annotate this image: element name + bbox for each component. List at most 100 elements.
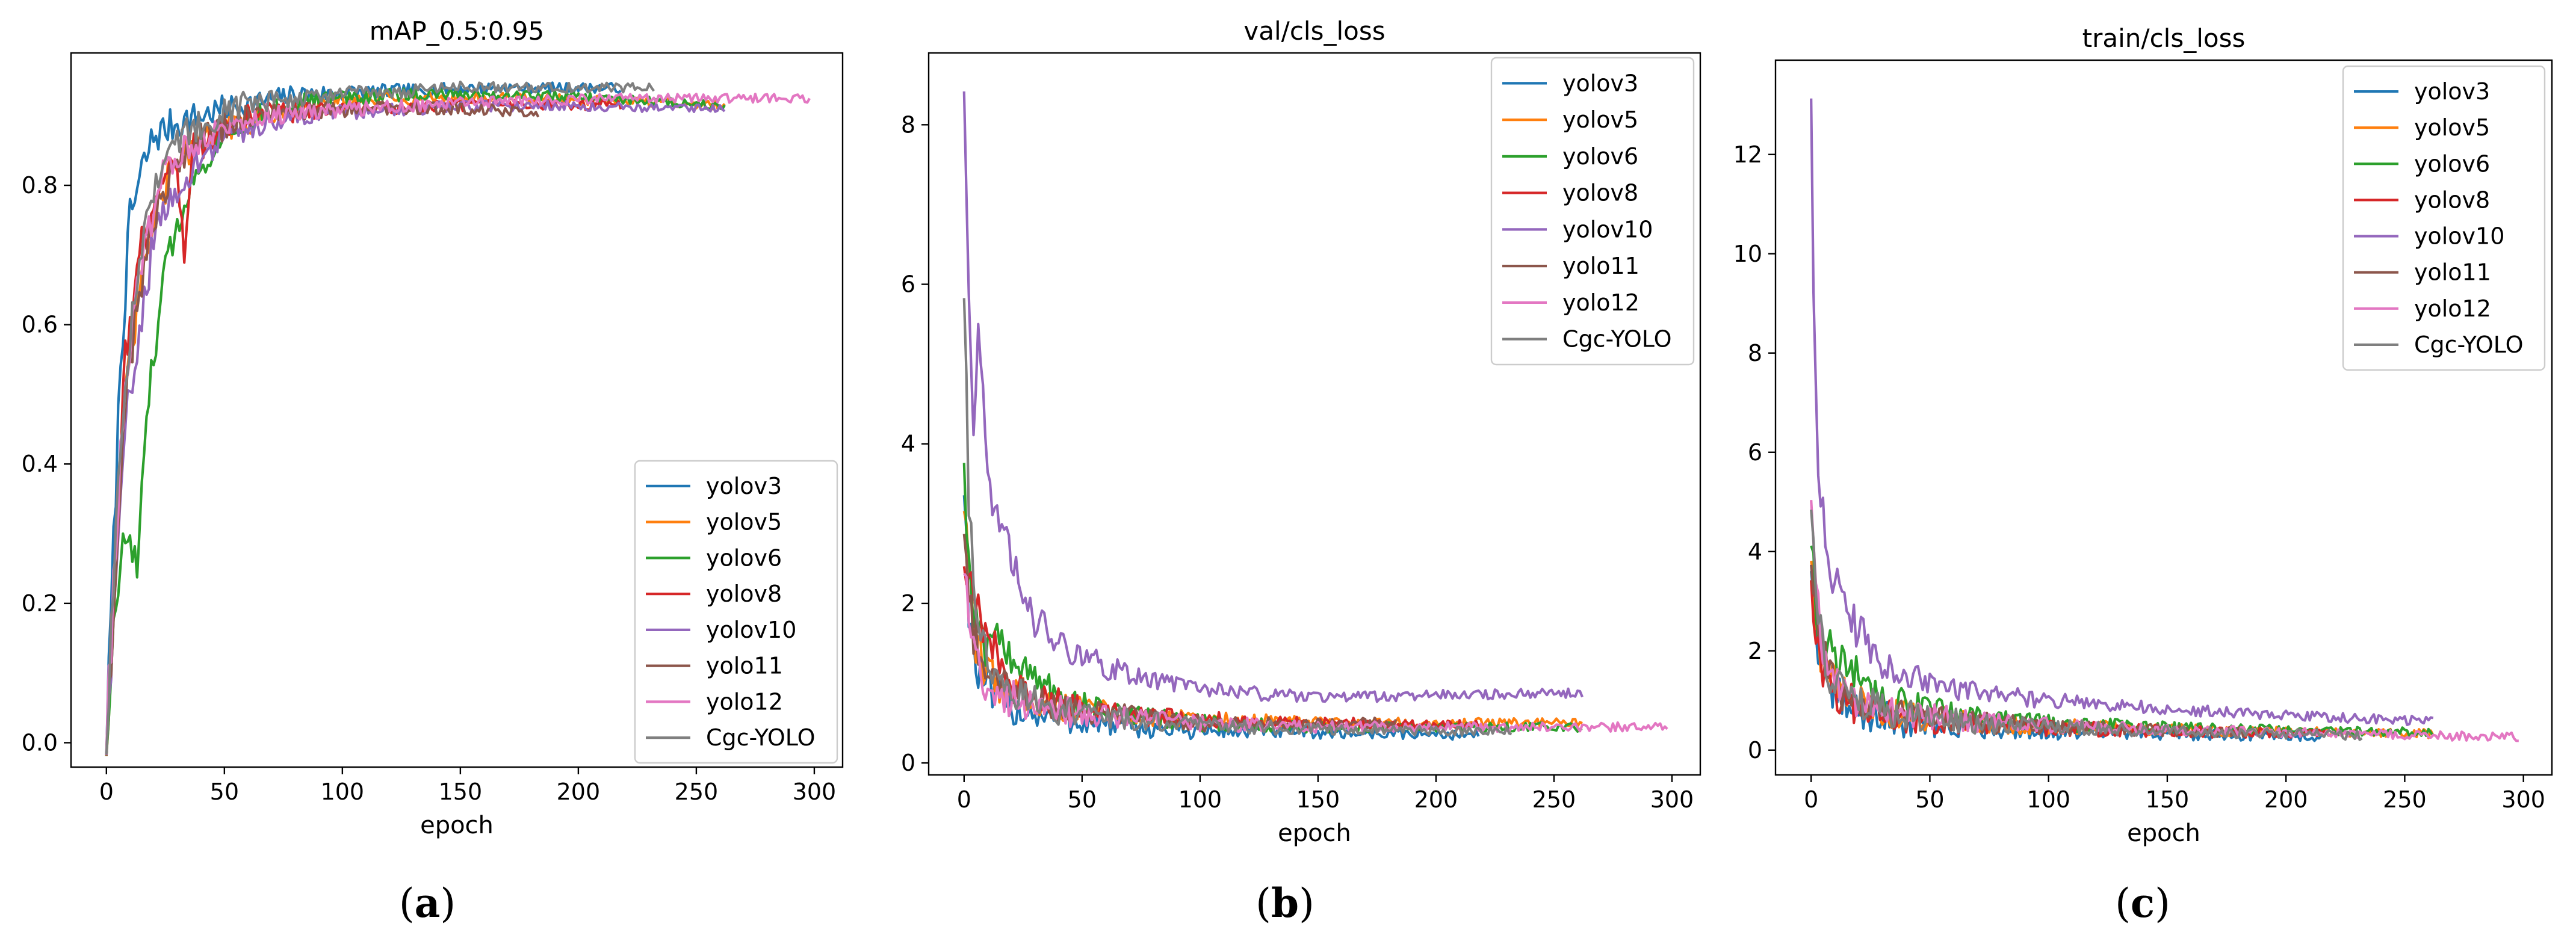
series-line-yolov5 [105,90,726,756]
x-tick-label: 100 [1178,786,1222,813]
x-tick-label: 300 [793,779,837,805]
legend-label-yolov3: yolov3 [1562,70,1638,96]
y-tick-label: 0 [901,750,915,776]
plot-frame [1774,59,2553,776]
chart-title: val/cls_loss [1243,16,1385,46]
legend-label-yolov10: yolov10 [2414,223,2504,250]
series-line-yolov6 [105,87,726,756]
legend-label-yolov5: yolov5 [1562,106,1638,133]
y-tick-label: 0.8 [22,172,58,199]
chart-title: mAP_0.5:0.95 [370,16,544,46]
x-axis-label: epoch [420,812,494,839]
y-tick-label: 0.2 [22,590,58,617]
x-axis-label: epoch [2127,819,2200,847]
legend-label-Cgc-YOLO: Cgc-YOLO [2414,332,2524,358]
legend-label-yolov8: yolov8 [706,581,782,607]
legend-label-Cgc-YOLO: Cgc-YOLO [706,724,816,751]
y-tick-label: 12 [1733,141,1762,168]
x-tick-label: 250 [2383,786,2427,813]
y-tick-label: 0 [1748,737,1762,763]
series-line-yolov6 [1810,545,2435,738]
series-line-yolo12 [963,573,1668,734]
legend-label-yolov8: yolov8 [2414,187,2490,213]
plot-area [1810,98,2519,742]
x-tick-label: 300 [2501,786,2545,813]
legend-label-yolo11: yolo11 [1562,253,1639,279]
legend-label-yolo12: yolo12 [706,688,783,715]
y-tick-label: 2 [901,590,915,617]
y-tick-label: 10 [1733,241,1762,267]
chart-1: mAP_0.5:0.95 0 50 100 150 200 250 300 0.0 0.2 0.4 0… [22,16,844,839]
plot-frame [70,52,844,768]
y-tick-label: 6 [1748,439,1762,466]
x-tick-label: 100 [321,779,365,805]
x-tick-label: 200 [2264,786,2308,813]
legend: yolov3 yolov5 yolov6 yolov8 yolov10 yolo11 yol… [2342,65,2546,371]
legend-label-yolov6: yolov6 [1562,143,1638,170]
legend-label-yolov6: yolov6 [706,544,782,571]
series-line-Cgc-YOLO [1810,509,2363,741]
x-tick-label: 200 [1414,786,1458,813]
legend-label-yolov5: yolov5 [2414,114,2490,141]
x-tick-label: 50 [1068,786,1097,813]
legend-label-yolov10: yolov10 [1562,216,1653,242]
x-tick-label: 300 [1650,786,1694,813]
y-tick-label: 0.0 [22,729,58,756]
legend-label-yolov8: yolov8 [1562,180,1638,206]
x-tick-label: 200 [557,779,601,805]
x-tick-label: 0 [1804,786,1818,813]
x-axis-label: epoch [1278,819,1351,847]
chart-title: train/cls_loss [2082,23,2246,53]
x-tick-label: 0 [99,779,114,805]
x-tick-label: 50 [1915,786,1944,813]
x-tick-label: 150 [439,779,483,805]
y-tick-label: 8 [901,111,915,138]
legend-label-Cgc-YOLO: Cgc-YOLO [1562,326,1672,353]
plot-frame [927,52,1701,776]
x-tick-label: 0 [957,786,971,813]
series-line-yolov3 [105,81,622,756]
legend-label-yolov10: yolov10 [706,617,796,643]
series-line-yolov10 [962,91,1584,703]
x-tick-label: 150 [1296,786,1340,813]
y-tick-label: 4 [1748,538,1762,565]
legend-label-yolov3: yolov3 [706,473,782,499]
legend-label-yolov5: yolov5 [706,509,782,535]
legend: yolov3 yolov5 yolov6 yolov8 yolov10 yolo11 yol… [1490,57,1695,366]
y-tick-label: 8 [1748,340,1762,366]
legend-label-yolo12: yolo12 [2414,295,2491,322]
y-tick-label: 0.4 [22,451,58,477]
y-tick-label: 4 [901,431,915,457]
y-tick-label: 2 [1748,638,1762,664]
legend-box [1490,57,1695,366]
x-tick-label: 150 [2146,786,2190,813]
legend-box [2342,65,2546,371]
y-tick-label: 0.6 [22,312,58,338]
x-tick-label: 100 [2026,786,2070,813]
legend-box [634,460,838,764]
legend-label-yolo11: yolo11 [706,653,783,679]
series-line-yolo12 [105,92,811,755]
caption-b: (b) [1255,880,1314,927]
series-line-Cgc-YOLO [962,298,1512,737]
plot-area [962,91,1668,741]
legend-label-yolo11: yolo11 [2414,259,2491,286]
chart-3: train/cls_loss 0 50 100 150 200 250 300 0 2 4 6 8 10 1… [1733,23,2553,847]
caption-c: (c) [2115,880,2170,927]
caption-a: (a) [398,880,456,927]
x-tick-label: 50 [210,779,239,805]
x-tick-label: 250 [1532,786,1576,813]
legend-label-yolo12: yolo12 [1562,289,1639,316]
series-line-yolov10 [1810,98,2434,727]
y-tick-label: 6 [901,271,915,298]
legend-label-yolov6: yolov6 [2414,150,2490,177]
plot-area [105,80,811,756]
series-line-yolov8 [105,98,622,756]
x-tick-label: 250 [675,779,719,805]
legend: yolov3 yolov5 yolov6 yolov8 yolov10 yolo11 yol… [634,460,838,764]
chart-2: val/cls_loss 0 50 100 150 200 250 300 0 2 4 6 8 epoch… [901,16,1701,847]
legend-label-yolov3: yolov3 [2414,78,2490,105]
series-line-Cgc-YOLO [105,80,655,754]
series-line-yolov10 [105,99,726,756]
